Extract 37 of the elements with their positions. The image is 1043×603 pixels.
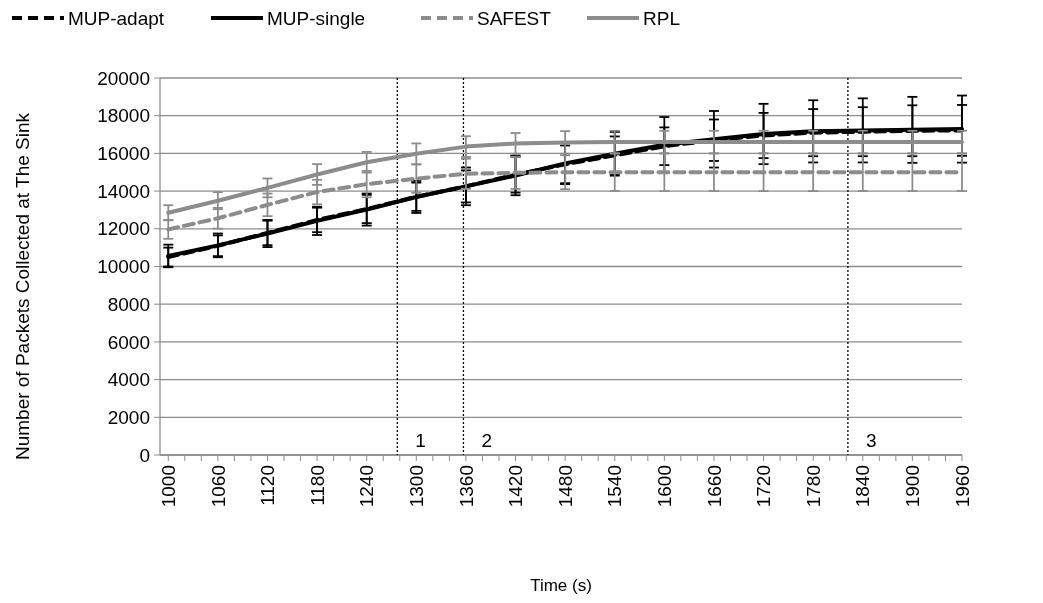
y-tick-label: 8000 xyxy=(107,293,150,315)
y-tick-label: 0 xyxy=(139,444,150,466)
y-tick-label: 20000 xyxy=(97,67,150,89)
x-tick-label: 1180 xyxy=(306,465,328,506)
x-tick-label: 1240 xyxy=(356,465,378,508)
x-tick-label: 1780 xyxy=(802,465,824,508)
annotation: 3 xyxy=(865,430,877,451)
x-tick-label: 1120 xyxy=(257,465,279,506)
legend-label: MUP-adapt xyxy=(68,7,165,29)
x-tick-label: 1000 xyxy=(157,465,179,508)
y-tick-label: 16000 xyxy=(97,143,150,165)
x-tick-label: 1360 xyxy=(455,465,477,508)
y-tick-label: 14000 xyxy=(97,180,150,202)
x-tick-label: 1420 xyxy=(505,465,527,508)
y-tick-label: 4000 xyxy=(107,369,150,391)
legend-label: RPL xyxy=(643,7,680,29)
y-tick-label: 12000 xyxy=(97,218,150,240)
x-tick-label: 1480 xyxy=(554,465,576,508)
x-tick-label: 1060 xyxy=(207,465,229,508)
y-tick-label: 6000 xyxy=(107,331,150,353)
x-tick-label: 1960 xyxy=(951,465,973,508)
x-tick-label: 1540 xyxy=(604,465,626,508)
legend-label: MUP-single xyxy=(267,7,366,29)
x-tick-label: 1300 xyxy=(405,465,427,508)
legend-label: SAFEST xyxy=(477,7,552,29)
y-tick-label: 2000 xyxy=(107,406,150,428)
x-tick-label: 1900 xyxy=(902,465,924,508)
y-tick-label: 18000 xyxy=(97,105,150,127)
x-axis-title: Time (s) xyxy=(530,576,592,595)
x-tick-label: 1720 xyxy=(753,465,775,508)
annotation: 1 xyxy=(415,430,426,451)
x-tick-label: 1660 xyxy=(703,465,725,508)
y-axis-title: Number of Packets Collected at The Sink xyxy=(11,112,33,461)
x-tick-label: 1600 xyxy=(654,465,675,508)
annotation: 2 xyxy=(481,430,493,451)
y-tick-label: 10000 xyxy=(97,256,150,278)
x-tick-label: 1840 xyxy=(852,465,874,508)
